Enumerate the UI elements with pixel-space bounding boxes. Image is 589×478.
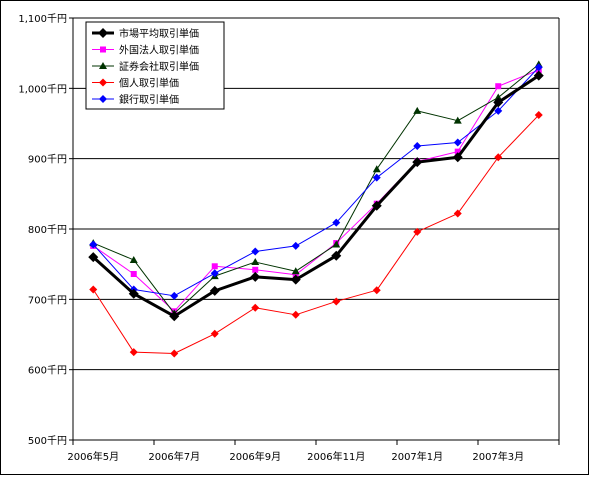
data-point [291,241,300,250]
data-point [251,258,260,266]
series-5 [89,63,543,300]
legend-label: 個人取引単価 [119,77,179,90]
legend-label: 外国法人取引単価 [119,44,199,57]
x-axis: 2006年5月 2006年7月 2006年9月 2006年11月 2007年1月 2007… [67,18,560,463]
data-point [494,93,503,101]
data-point [210,269,219,278]
data-point [210,329,219,338]
data-point [88,252,99,263]
legend-item: 証券会社取引単価 [92,60,199,73]
y-tick-label: 900千円 [28,154,67,166]
series-line [92,74,540,318]
legend-item: 外国法人取引単価 [92,44,199,57]
x-tick-label: 2007年1月 [391,450,443,463]
legend-label: 銀行取引単価 [119,93,179,106]
data-point [413,142,422,151]
data-point [453,209,462,218]
data-point [494,153,503,162]
data-point [129,348,138,357]
y-tick-label: 500千円 [28,435,67,447]
data-point [454,148,461,155]
data-point [251,303,260,312]
data-point [412,157,423,168]
data-point [252,266,259,273]
data-point [413,106,422,114]
data-point [291,310,300,319]
data-point [495,83,502,90]
data-point [493,97,504,108]
data-point [211,263,218,270]
legend-label: 市場平均取引単価 [119,27,199,40]
data-point [99,62,107,69]
data-point [332,218,341,227]
data-point [251,247,260,256]
data-point [453,138,462,147]
data-point [372,165,381,173]
data-point [331,250,342,261]
legend-item: 市場平均取引単価 [92,27,199,40]
data-point [250,271,261,282]
series-4 [89,111,543,358]
data-point [130,271,137,278]
y-tick-label: 700千円 [28,294,67,306]
data-point [533,70,544,81]
data-point [452,152,463,163]
x-tick-label: 2006年5月 [67,450,119,463]
legend-item: 銀行取引単価 [92,93,179,106]
data-point [89,240,98,249]
x-tick-label: 2006年9月 [229,450,281,463]
data-point [98,28,108,38]
x-tick-label: 2007年3月 [472,450,524,463]
series-line [92,66,540,297]
data-point [209,285,220,296]
data-point [371,200,382,211]
data-point [534,63,543,72]
y-tick-label: 600千円 [28,365,67,377]
data-point [128,288,139,299]
data-point [169,311,180,322]
data-point [89,285,98,294]
y-tick-label: 1,100千円 [18,13,67,25]
data-point [129,255,138,263]
x-tick-label: 2006年7月 [148,450,200,463]
data-point [534,111,543,120]
y-axis: 500千円 600千円 700千円 800千円 900千円 1,000千円 1,100千円 [18,13,74,447]
series-layer [88,60,544,358]
data-point [170,291,179,300]
data-point [413,227,422,236]
data-point [494,106,503,115]
y-tick-label: 800千円 [28,224,67,236]
data-point [100,46,106,53]
data-point [290,274,301,285]
data-point [170,349,179,358]
series-line [92,114,540,354]
data-point [332,297,341,306]
legend-label: 証券会社取引単価 [119,60,199,73]
legend-item: 個人取引単価 [92,77,179,90]
y-tick-label: 1,000千円 [18,83,67,95]
data-point [332,240,341,248]
x-tick-label: 2006年11月 [307,450,365,463]
data-point [291,267,300,275]
data-point [372,286,381,295]
data-point [372,173,381,182]
series-1 [88,70,544,322]
data-point [99,95,107,103]
data-point [453,116,462,124]
data-point [99,78,107,87]
series-line [93,64,540,314]
